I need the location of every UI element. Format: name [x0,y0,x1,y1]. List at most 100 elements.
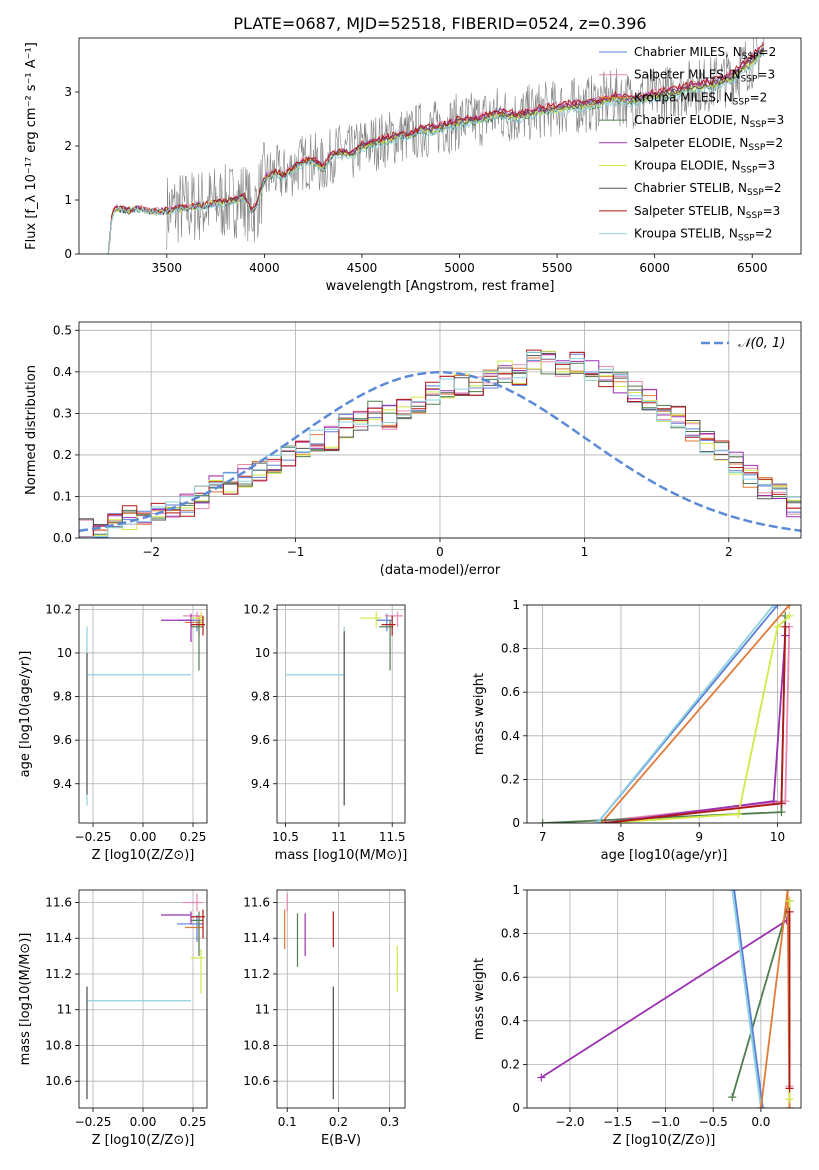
mass-vs-Z-xlabel: Z [log10(Z/Z⊙)] [92,1133,195,1148]
y-tick-label: 11.2 [243,967,270,981]
y-tick-label: 10 [57,646,72,660]
errorbar-point [379,620,394,671]
plus-marker [773,622,782,631]
plus-marker [777,799,786,808]
figure-title: PLATE=0687, MJD=52518, FIBERID=0524, z=0… [233,14,646,33]
legend-label: Kroupa MILES, NSSP=2 [634,90,767,107]
errorbar-point [384,611,403,627]
y-tick-label: 1 [512,598,520,612]
y-tick-label: 9.6 [251,733,270,747]
errorbar-point [191,948,205,994]
y-tick-label: 9.4 [53,777,72,791]
mass-weight-series [538,611,790,823]
y-tick-label: 10.8 [243,1038,270,1052]
mass-weight-vs-age-xlabel: age [log10(age/yr)] [601,848,728,863]
residuals-xlabel: (data-model)/error [380,563,501,578]
errorbar-point [161,613,192,643]
x-tick-label: 7 [539,830,547,844]
legend-label: Salpeter ELODIE, NSSP=2 [634,136,783,153]
plus-marker [785,896,794,905]
y-tick-label: 0.0 [53,531,72,545]
age-vs-Z-axes: −0.25 0.00 0.25 9.4 9.6 9.8 10 10.2 Z [log10(Z/Z… [18,602,207,863]
y-tick-label: 11.4 [45,931,72,945]
x-tick-label: 3500 [152,261,183,275]
y-tick-label: 0.3 [53,406,72,420]
plus-marker [537,1073,546,1082]
spectrum-plot-area [107,38,765,254]
model-spectrum-8 [107,54,765,254]
plus-marker [728,890,737,894]
y-tick-label: 0.1 [53,489,72,503]
x-tick-label: −0.25 [75,1115,112,1129]
mass-weight-vs-age-plot-area [538,605,794,823]
y-tick-label: 11.6 [243,896,270,910]
y-tick-label: 11 [57,1003,72,1017]
x-tick-label: 0.0 [751,1115,770,1129]
errorbar-point [86,986,191,1100]
age-vs-Z-xlabel: Z [log10(Z/Z⊙)] [92,848,195,863]
mass-weight-series [601,622,794,823]
axes-frame [78,37,802,255]
y-tick-label: 0.2 [501,772,520,786]
x-tick-label: 11 [331,830,346,844]
x-tick-label: −0.5 [699,1115,728,1129]
x-tick-label: 6000 [639,261,670,275]
age-vs-mass-xlabel: mass [log10(M/M⊙)] [275,848,408,863]
plus-marker [777,808,786,817]
errorbar-point [183,893,203,912]
x-tick-label: 0 [436,545,444,559]
x-tick-label: 0.00 [130,830,157,844]
mass-weight-vs-Z-axes: −2.0 −1.5 −1.0 −0.5 0.0 0 0.2 0.4 0.6 0.8 1 Z [log1… [472,883,801,1148]
y-tick-label: 1 [512,883,520,897]
spectrum-ylabel: Flux [f_λ 10⁻¹⁷ erg cm⁻² s⁻¹ A⁻¹] [24,42,39,250]
mass-weight-vs-Z-ylabel: mass weight [472,958,487,1040]
mass-weight-series [601,622,790,823]
y-tick-label: 0.8 [501,642,520,656]
y-tick-label: 0.2 [53,448,72,462]
y-tick-label: 0 [512,1101,520,1115]
errorbar-point [360,611,382,627]
legend-label: Chabrier STELIB, NSSP=2 [634,181,782,198]
plus-marker [785,611,794,620]
mass-weight-vs-age-axes: 7 8 9 10 0 0.2 0.4 0.6 0.8 1 age [log10(age/yr)] ma… [472,598,801,863]
y-tick-label: 10 [255,646,270,660]
y-tick-label: 11.6 [45,896,72,910]
y-tick-label: 9.4 [251,777,270,791]
y-tick-label: 0 [64,247,72,261]
plus-marker [769,605,778,609]
spectrum-xlabel: wavelength [Angstrom, rest frame] [326,279,555,294]
mass-vs-EBV-axes: 0.1 0.2 0.3 10.6 10.8 11 11.2 11.4 11.6 E(B-V) [243,890,405,1148]
legend-label: 𝒩(0, 1) [738,336,785,351]
age-vs-Z-ylabel: age [log10(age/yr)] [18,651,33,778]
mass-weight-series [756,890,794,1108]
mass-vs-Z-plot-area [86,893,205,1100]
age-vs-mass-plot-area [285,611,403,806]
mass-vs-Z-ylabel: mass [log10(M/M⊙)] [18,933,33,1066]
axes-frame [78,604,208,824]
y-tick-label: 0.6 [501,970,520,984]
x-tick-label: 0.3 [380,1115,399,1129]
y-tick-label: 0.5 [53,323,72,337]
plus-marker [785,605,794,609]
model-spectrum-7 [107,43,765,254]
y-tick-label: 11.4 [243,931,270,945]
mass-weight-series [597,605,794,823]
y-tick-label: 10.6 [243,1074,270,1088]
x-tick-label: −2.0 [555,1115,584,1129]
legend-label: Kroupa STELIB, NSSP=2 [634,227,772,244]
legend-label: Salpeter STELIB, NSSP=3 [634,204,780,221]
errorbar-point [185,615,203,636]
y-tick-label: 0.2 [501,1057,520,1071]
errorbar-point [381,615,396,636]
x-tick-label: −1.5 [603,1115,632,1129]
plus-marker [756,1104,765,1108]
residuals-axes: −2 −1 0 1 2 0.0 0.1 0.2 0.3 0.4 0.5 (data-model)/er… [24,322,801,578]
plus-marker [781,622,790,631]
plus-marker [538,819,547,823]
plus-marker [728,1093,737,1102]
x-tick-label: 6500 [737,261,768,275]
axes-frame [78,889,208,1109]
legend-label: Salpeter MILES, NSSP=3 [634,68,775,85]
spectrum-legend: Chabrier MILES, NSSP=2 Salpeter MILES, NS… [599,45,784,244]
x-tick-label: −1 [287,545,305,559]
